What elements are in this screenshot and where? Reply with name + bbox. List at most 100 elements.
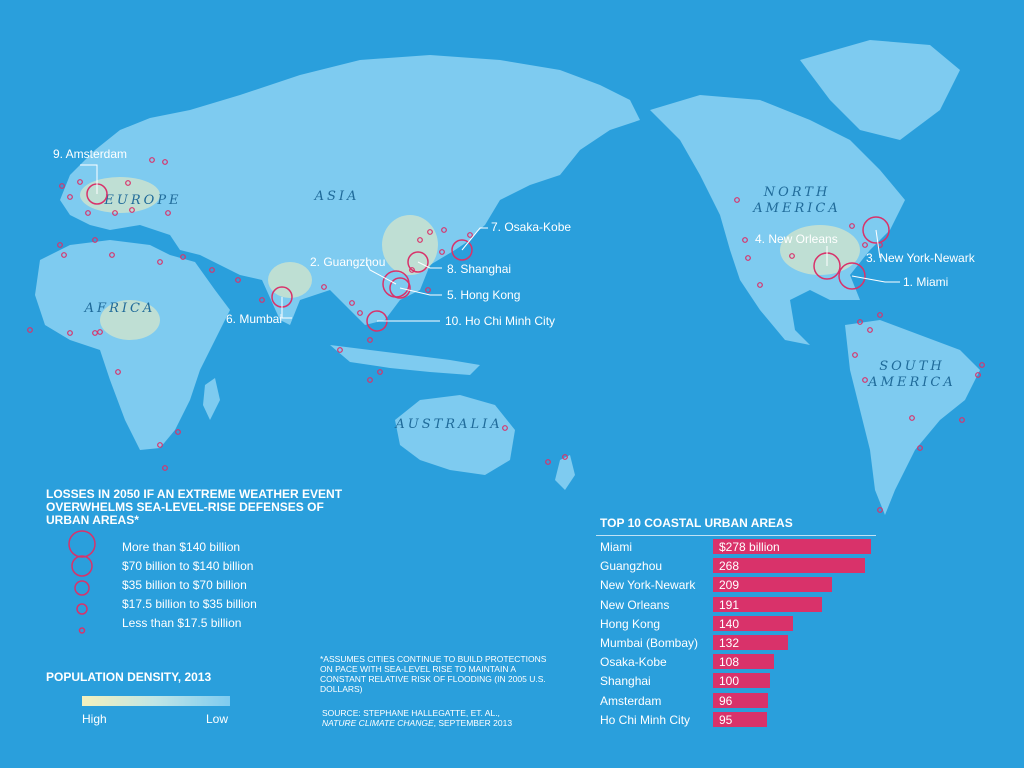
legend-label: $17.5 billion to $35 billion — [122, 597, 257, 611]
city-leader-7 — [461, 227, 488, 251]
city-marker-small — [125, 180, 131, 186]
city-marker-small — [377, 369, 383, 375]
city-marker-8 — [407, 251, 429, 273]
city-marker-small — [757, 282, 763, 288]
source-suffix: , SEPTEMBER 2013 — [433, 718, 513, 728]
region-label-north-america: AMERICA — [752, 201, 840, 216]
city-marker-small — [157, 442, 163, 448]
city-marker-small — [849, 223, 855, 229]
city-marker-small — [337, 347, 343, 353]
city-marker-small — [367, 377, 373, 383]
city-marker-small — [742, 237, 748, 243]
city-marker-small — [77, 179, 83, 185]
city-marker-small — [409, 267, 415, 273]
city-label-3: 3. New York-Newark — [866, 251, 976, 265]
legend-label: Less than $17.5 billion — [122, 616, 242, 630]
city-label-1: 1. Miami — [903, 275, 948, 289]
top10-value: 100 — [719, 674, 740, 689]
population-density-high-label: High — [82, 712, 107, 726]
region-label-south-america: AMERICA — [867, 375, 955, 390]
city-marker-small — [235, 277, 241, 283]
city-marker-small — [439, 249, 445, 255]
population-density-low-label: Low — [206, 712, 229, 726]
city-label-2: 2. Guangzhou — [310, 255, 385, 269]
city-marker-small — [175, 429, 181, 435]
top10-city-name: New Orleans — [600, 597, 670, 612]
top10-divider — [596, 535, 876, 536]
landmass-madagascar — [203, 378, 220, 420]
city-marker-small — [867, 327, 873, 333]
city-label-4: 4. New Orleans — [755, 232, 838, 246]
city-marker-small — [129, 207, 135, 213]
city-marker-1 — [838, 262, 866, 290]
city-marker-7 — [451, 239, 473, 261]
top10-bar — [713, 558, 866, 574]
landmass-indonesia — [330, 345, 480, 375]
top10-row: New York-Newark 209 — [600, 577, 900, 593]
city-labels: 1. Miami 2. Guangzhou 3. New York-Newark 4.… — [53, 147, 976, 328]
city-leader-8 — [417, 261, 442, 269]
top10-row: Ho Chi Minh City 95 — [600, 711, 900, 728]
landmass-greenland — [800, 40, 960, 140]
top10-row: Osaka-Kobe 108 — [600, 654, 900, 670]
legend-circle-icon — [68, 530, 96, 558]
city-leader-5 — [399, 287, 442, 296]
top10-city-name: Guangzhou — [600, 559, 663, 574]
region-label-asia: ASIA — [314, 189, 360, 204]
top10-row: Hong Kong 140 — [600, 615, 900, 632]
city-marker-small — [979, 362, 985, 368]
top10-bar — [713, 635, 789, 650]
legend-list: More than $140 billion $70 billion to $14… — [60, 530, 320, 648]
city-marker-small — [61, 252, 67, 258]
city-marker-small — [877, 312, 883, 318]
legend-circle-icon — [78, 627, 86, 634]
population-density-scale — [82, 696, 230, 706]
top10-bar — [713, 596, 822, 612]
landmass-eurasia — [60, 55, 640, 325]
top10-value: 191 — [719, 597, 740, 612]
city-marker-small — [259, 297, 265, 303]
city-label-7: 7. Osaka-Kobe — [491, 220, 571, 234]
city-marker-small — [349, 300, 355, 306]
landmass-new-zealand — [555, 455, 575, 490]
city-marker-small — [157, 259, 163, 265]
top10-city-name: Miami — [600, 540, 632, 554]
top10-bar — [713, 692, 768, 708]
top10-row: Shanghai 100 — [600, 673, 900, 689]
top10-city-name: Amsterdam — [600, 693, 662, 708]
city-marker-small — [862, 377, 868, 383]
city-marker-small — [67, 194, 73, 200]
legend-circle-icon — [76, 603, 88, 615]
city-marker-small — [367, 337, 373, 343]
region-label-south-america: SOUTH — [879, 359, 945, 374]
city-marker-small — [27, 327, 33, 333]
legend-label: $70 billion to $140 billion — [122, 559, 254, 573]
top10-value: $278 billion — [719, 540, 780, 554]
city-marker-small — [502, 425, 508, 431]
top10-value: 268 — [719, 559, 740, 574]
top10-city-name: Hong Kong — [600, 616, 661, 631]
region-label-africa: AFRICA — [84, 301, 156, 316]
legend-label: $35 billion to $70 billion — [122, 578, 247, 592]
source-prefix: SOURCE: STEPHANE HALLEGATTE, ET. AL., — [322, 708, 500, 718]
city-marker-small — [975, 372, 981, 378]
city-marker-small — [97, 329, 103, 335]
city-leader-3 — [875, 229, 881, 259]
city-label-8: 8. Shanghai — [447, 262, 511, 276]
legend-title: LOSSES IN 2050 IF AN EXTREME WEATHER EVE… — [46, 487, 343, 527]
top10-bar — [713, 654, 775, 670]
city-marker-small — [467, 232, 473, 238]
city-marker-small — [427, 229, 433, 235]
city-marker-5 — [389, 277, 411, 299]
top10-bar — [713, 615, 793, 631]
top10-value: 108 — [719, 655, 740, 670]
city-marker-small — [109, 252, 115, 258]
legend-label: More than $140 billion — [122, 540, 241, 554]
city-marker-small — [67, 330, 73, 336]
city-marker-small — [917, 445, 923, 451]
top10-value: 209 — [719, 578, 740, 593]
population-density-title: POPULATION DENSITY, 2013 — [46, 670, 212, 684]
city-marker-small — [162, 465, 168, 471]
city-marker-small — [57, 242, 63, 248]
city-leader-6 — [281, 297, 292, 319]
